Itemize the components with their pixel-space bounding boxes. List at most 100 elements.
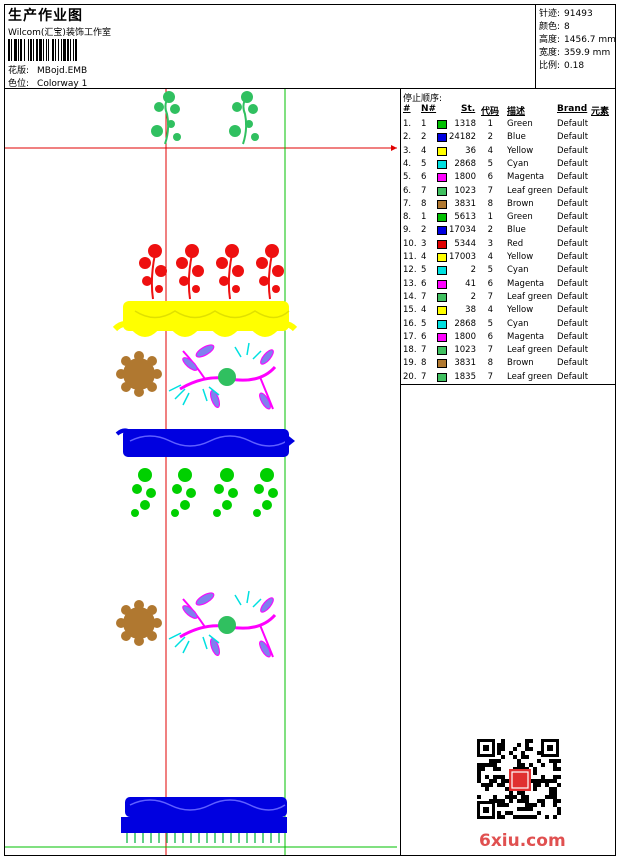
col-stitches: St. — [461, 104, 476, 114]
stat-width: 宽度: 359.9 mm — [539, 48, 611, 58]
row-needle: 6 — [421, 278, 427, 289]
table-row: 16. 5 2868 5 Cyan Default — [401, 319, 615, 332]
col-index: # — [403, 104, 411, 114]
row-brand: Default — [557, 185, 589, 196]
row-code: 1 — [487, 119, 493, 129]
row-index: 3. — [403, 145, 412, 156]
stats-panel: 针迹: 91493 颜色: 8 高度: 1456.7 mm 宽度: 359.9 mm 比… — [535, 5, 616, 89]
color-swatch — [437, 306, 447, 316]
color-swatch — [437, 239, 447, 249]
row-code: 6 — [487, 331, 493, 342]
row-code: 3 — [487, 238, 493, 249]
row-stitches: 1023 — [454, 345, 476, 356]
row-stitches: 36 — [465, 145, 476, 156]
row-desc: Cyan — [507, 265, 529, 276]
row-needle: 5 — [421, 158, 427, 169]
row-brand: Default — [557, 331, 589, 342]
colorway-value: Colorway 1 — [37, 79, 88, 89]
row-desc: Yellow — [507, 305, 534, 316]
color-swatch — [437, 133, 447, 143]
color-swatch — [437, 319, 447, 329]
row-brand: Default — [557, 318, 589, 329]
row-desc: Blue — [507, 225, 526, 236]
row-brand: Default — [557, 278, 589, 289]
table-row: 11. 4 17003 4 Yellow Default — [401, 252, 615, 265]
row-code: 7 — [487, 185, 493, 196]
table-row: 1. 1 1318 1 Green Default — [401, 119, 615, 132]
row-index: 4. — [403, 158, 412, 169]
row-code: 2 — [487, 225, 493, 236]
stat-scale: 比例: 0.18 — [539, 61, 585, 71]
row-needle: 7 — [421, 345, 427, 356]
color-swatch — [437, 159, 447, 169]
row-code: 5 — [487, 158, 493, 169]
row-brand: Default — [557, 198, 589, 209]
row-code: 8 — [487, 198, 493, 209]
table-row: 17. 6 1800 6 Magenta Default — [401, 332, 615, 345]
row-index: 15. — [403, 305, 417, 316]
row-stitches: 38 — [465, 305, 476, 316]
row-stitches: 1835 — [454, 371, 476, 382]
row-stitches: 2 — [470, 265, 476, 276]
row-brand: Default — [557, 145, 589, 156]
row-index: 12. — [403, 265, 417, 276]
table-row: 4. 5 2868 5 Cyan Default — [401, 159, 615, 172]
row-stitches: 2868 — [454, 158, 476, 169]
row-needle: 7 — [421, 371, 427, 382]
color-swatch — [437, 173, 447, 183]
color-swatch — [437, 253, 447, 262]
row-stitches: 24182 — [449, 132, 477, 143]
table-row: 3. 4 36 4 Yellow Default — [401, 146, 615, 159]
row-needle: 2 — [421, 225, 427, 236]
row-code: 1 — [487, 212, 493, 223]
row-desc: Brown — [507, 358, 534, 369]
color-swatch — [437, 199, 447, 209]
motif-red-flowers — [139, 244, 284, 300]
row-desc: Cyan — [507, 158, 529, 169]
row-brand: Default — [557, 305, 589, 316]
row-desc: Blue — [507, 132, 526, 143]
row-needle: 3 — [421, 238, 427, 249]
row-stitches: 5613 — [454, 212, 476, 223]
row-needle: 4 — [421, 252, 427, 262]
row-brand: Default — [557, 358, 589, 369]
row-stitches: 2868 — [454, 318, 476, 329]
row-stitches: 1318 — [454, 119, 476, 129]
motif-floral-spray-1 — [116, 342, 277, 410]
table-row: 5. 6 1800 6 Magenta Default — [401, 172, 615, 185]
table-row: 14. 7 2 7 Leaf green Default — [401, 292, 615, 305]
row-brand: Default — [557, 119, 589, 129]
row-brand: Default — [557, 132, 589, 143]
col-element: 元素 — [591, 107, 610, 117]
row-index: 1. — [403, 119, 412, 129]
row-code: 5 — [487, 318, 493, 329]
table-row: 8. 1 5613 1 Green Default — [401, 212, 615, 225]
row-needle: 4 — [421, 305, 427, 316]
row-desc: Green — [507, 212, 533, 223]
row-needle: 5 — [421, 265, 427, 276]
table-row: 10. 3 5344 3 Red Default — [401, 239, 615, 252]
table-row: 2. 2 24182 2 Blue Default — [401, 132, 615, 145]
row-index: 8. — [403, 212, 412, 223]
stop-sequence-table: 停止顺序: # N# St. 代码 描述 Brand 元素 1. 1 1318 1 Gr… — [401, 89, 615, 385]
row-needle: 8 — [421, 198, 427, 209]
stat-height: 高度: 1456.7 mm — [539, 35, 616, 45]
row-brand: Default — [557, 252, 589, 262]
row-code: 7 — [487, 291, 493, 302]
production-sheet: 生产作业图 Wilcom(汇宝)装饰工作室 花版: MBojd.EMB 色位: Co… — [4, 4, 616, 856]
row-brand: Default — [557, 212, 589, 223]
row-desc: Yellow — [507, 252, 534, 262]
col-brand: Brand — [557, 104, 588, 114]
row-stitches: 17003 — [449, 252, 477, 262]
row-stitches: 1800 — [454, 331, 476, 342]
table-row: 13. 6 41 6 Magenta Default — [401, 279, 615, 292]
row-needle: 7 — [421, 185, 427, 196]
row-index: 19. — [403, 358, 417, 369]
row-needle: 2 — [421, 132, 427, 143]
motif-blue-lace-band-1 — [115, 428, 295, 457]
motif-yellow-lace-band — [112, 301, 298, 337]
table-row: 20. 7 1835 7 Leaf green Default — [401, 372, 615, 385]
stat-colors: 颜色: 8 — [539, 22, 570, 32]
row-code: 2 — [487, 132, 493, 143]
row-stitches: 1023 — [454, 185, 476, 196]
